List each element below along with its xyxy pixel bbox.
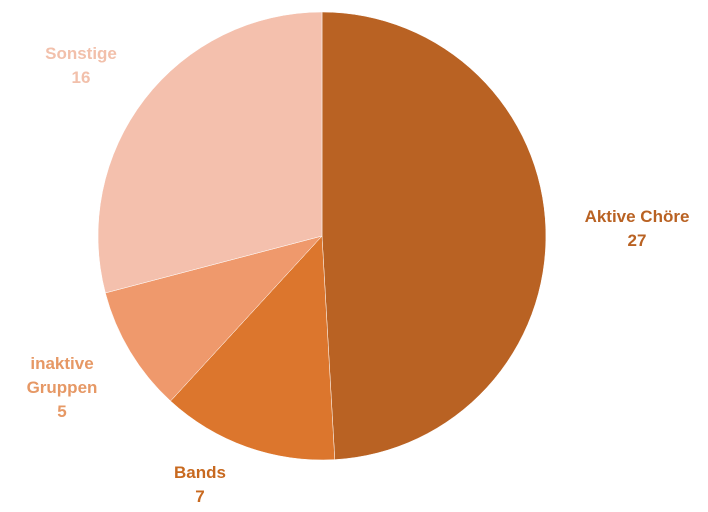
data-label-inaktive-gruppen: inaktive Gruppen 5 xyxy=(27,352,98,424)
data-label-value: 5 xyxy=(57,402,67,421)
data-label-name: Sonstige xyxy=(45,44,117,63)
data-label-value: 16 xyxy=(71,68,91,87)
data-label-value: 7 xyxy=(195,487,205,506)
pie-slice-bands xyxy=(170,235,336,461)
data-label-name: inaktive xyxy=(30,354,94,373)
data-label-name: Gruppen xyxy=(26,378,98,397)
data-label-bands: Bands 7 xyxy=(174,461,226,509)
pie-slice-aktive-chöre xyxy=(321,11,547,460)
data-label-name: Aktive Chöre xyxy=(584,207,690,226)
data-label-value: 27 xyxy=(627,231,647,250)
pie-slice-sonstige xyxy=(97,11,323,294)
pie-slices xyxy=(97,11,547,461)
data-label-name: Bands xyxy=(174,463,226,482)
pie-slice-inaktive-gruppen xyxy=(105,235,323,402)
data-label-aktive-chöre: Aktive Chöre 27 xyxy=(585,205,690,253)
data-label-sonstige: Sonstige 16 xyxy=(45,42,117,90)
